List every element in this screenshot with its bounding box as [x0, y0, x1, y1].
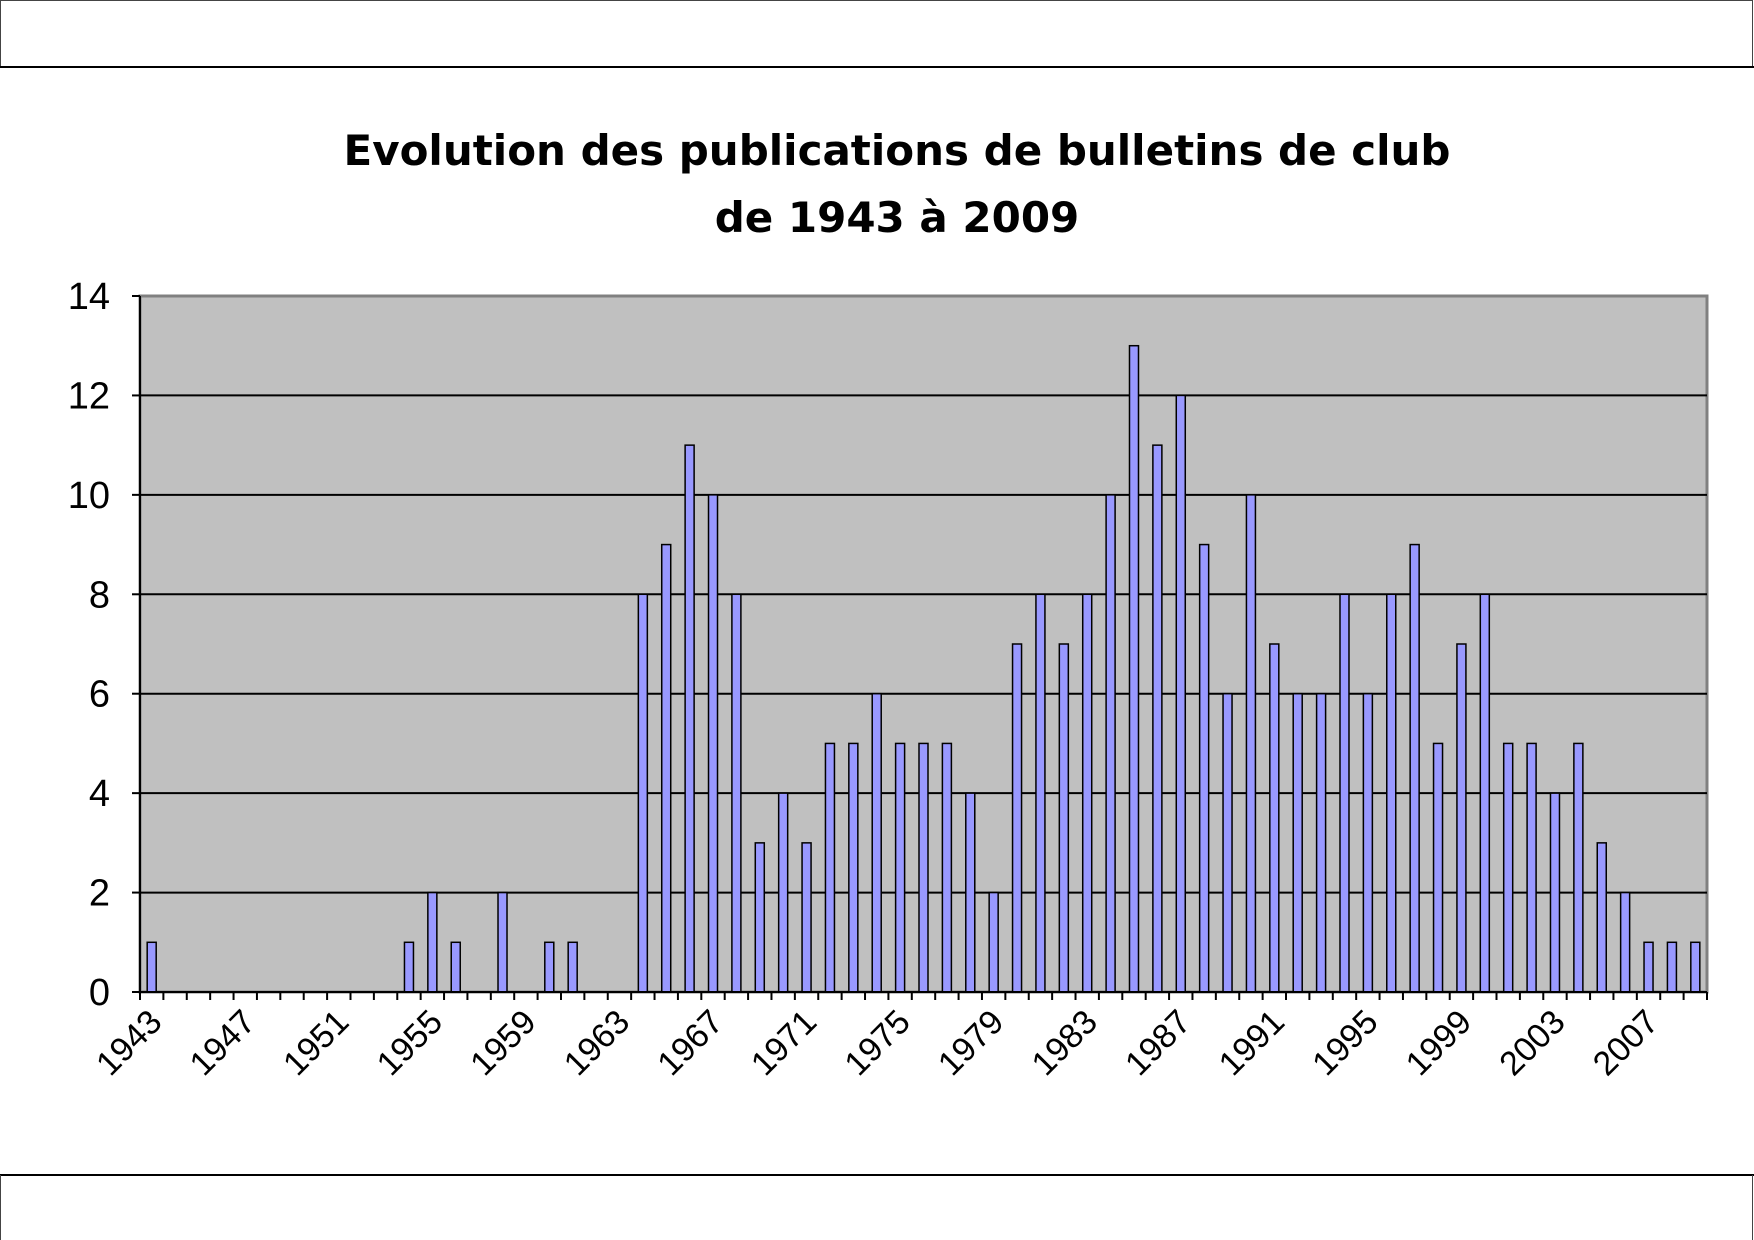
- bar-1982: [1058, 643, 1070, 993]
- bar-1981: [1035, 593, 1046, 993]
- bar-1968: [731, 593, 742, 993]
- footer-divider: [0, 1174, 1754, 1176]
- bar-1988: [1198, 543, 1210, 993]
- y-axis-ticks: 0 2 4 6 8 10 12 14: [68, 276, 140, 1014]
- gridlines: [140, 394, 1707, 894]
- bar-1984: [1105, 494, 1116, 993]
- x-tick-label: 2007: [1586, 1003, 1666, 1083]
- bar-1999: [1456, 643, 1467, 993]
- x-tick-label: 1999: [1399, 1003, 1479, 1083]
- page-header-frame: [0, 0, 1753, 67]
- bar-2000: [1479, 593, 1491, 993]
- bar-1996: [1386, 593, 1397, 993]
- x-tick-label: 1951: [276, 1003, 356, 1083]
- y-tick-label: 0: [89, 972, 110, 1014]
- bar-1994: [1339, 593, 1350, 993]
- bar-1966: [684, 444, 695, 993]
- x-tick-label: 1987: [1118, 1003, 1198, 1083]
- bars: [146, 344, 1701, 993]
- bar-1967: [707, 494, 719, 993]
- bar-1977: [941, 742, 953, 993]
- bar-1991: [1269, 643, 1280, 993]
- y-tick-label: 8: [89, 574, 110, 616]
- bar-1961: [567, 941, 578, 993]
- bar-1973: [848, 742, 859, 993]
- bar-1976: [918, 742, 929, 993]
- bar-1971: [801, 842, 812, 993]
- bar-1955: [427, 891, 438, 993]
- bar-1990: [1245, 494, 1257, 993]
- x-tick-label: 1979: [931, 1003, 1011, 1083]
- x-tick-label: 1995: [1305, 1003, 1385, 1083]
- bar-1978: [965, 792, 976, 993]
- bar-2007: [1643, 941, 1654, 993]
- y-tick-label: 14: [68, 276, 110, 318]
- bar-2003: [1549, 792, 1561, 993]
- bar-1958: [497, 891, 508, 993]
- bar-1993: [1315, 692, 1327, 993]
- bar-2005: [1596, 842, 1607, 993]
- bar-1979: [988, 891, 999, 993]
- bar-2002: [1526, 742, 1537, 993]
- chart-subtitle: de 1943 à 2009: [715, 193, 1080, 242]
- y-tick-label: 12: [68, 375, 110, 417]
- bar-1986: [1152, 444, 1163, 993]
- chart-title: Evolution des publications de bulletins …: [344, 126, 1451, 175]
- y-tick-label: 6: [89, 674, 110, 716]
- bar-1989: [1222, 692, 1233, 993]
- bar-1997: [1409, 543, 1420, 993]
- x-tick-label: 1955: [370, 1003, 450, 1083]
- x-tick-label: 1967: [650, 1003, 730, 1083]
- x-tick-label: 1975: [837, 1003, 917, 1083]
- header-divider: [0, 66, 1754, 68]
- bar-1995: [1362, 692, 1374, 993]
- bar-2006: [1619, 891, 1631, 993]
- bar-1956: [450, 941, 461, 993]
- bar-1960: [544, 941, 555, 993]
- bar-1992: [1292, 692, 1303, 993]
- y-tick-label: 4: [89, 773, 110, 815]
- bar-1987: [1175, 394, 1187, 993]
- bar-1969: [754, 842, 766, 993]
- y-tick-label: 10: [68, 475, 110, 517]
- x-tick-label: 1983: [1025, 1003, 1105, 1083]
- bar-1974: [871, 692, 882, 993]
- x-tick-label: 1963: [557, 1003, 637, 1083]
- y-tick-label: 2: [89, 873, 110, 915]
- bar-2001: [1502, 742, 1514, 993]
- bar-1985: [1128, 344, 1140, 993]
- bar-2009: [1690, 941, 1701, 993]
- x-tick-label: 1991: [1212, 1003, 1292, 1083]
- x-tick-label: 1971: [744, 1003, 824, 1083]
- bar-1983: [1081, 593, 1093, 993]
- x-tick-label: 1947: [183, 1003, 263, 1083]
- x-axis-ticks: 1943 1947 1951 1955 1959 1963 1967 1971 1975 1979…: [89, 992, 1708, 1083]
- bar-1980: [1011, 643, 1023, 993]
- bar-1972: [824, 742, 836, 993]
- x-tick-label: 2003: [1492, 1003, 1572, 1083]
- bar-1975: [894, 742, 906, 993]
- bar-1964: [637, 593, 649, 993]
- bar-1954: [403, 941, 415, 993]
- bar-2008: [1666, 941, 1678, 993]
- x-tick-label: 1943: [89, 1003, 169, 1083]
- x-tick-label: 1959: [463, 1003, 543, 1083]
- page-footer-frame: [0, 1175, 1753, 1240]
- bar-1998: [1432, 742, 1444, 993]
- bar-2004: [1573, 742, 1584, 993]
- bar-1943: [146, 941, 157, 993]
- bar-1965: [660, 543, 672, 993]
- bar-1970: [777, 792, 789, 993]
